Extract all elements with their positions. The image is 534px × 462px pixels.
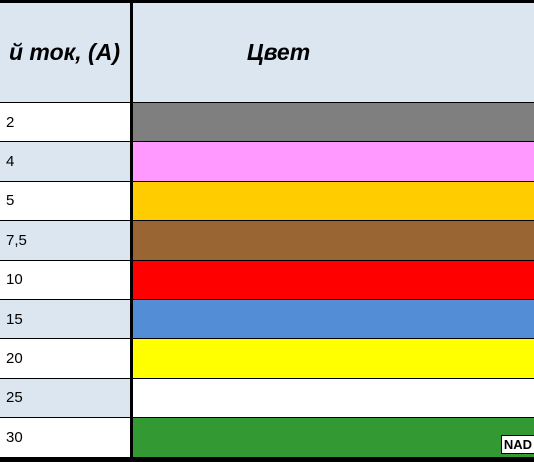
color-cell	[133, 103, 534, 142]
value-cell: 30	[0, 418, 130, 457]
color-cell	[133, 339, 534, 378]
color-cell	[133, 221, 534, 260]
value-cell: 7,5	[0, 221, 130, 260]
value-cell: 10	[0, 260, 130, 299]
color-cell	[133, 378, 534, 418]
color-cell	[133, 418, 534, 457]
value-cell: 4	[0, 142, 130, 181]
color-cell	[133, 142, 534, 181]
color-cell	[133, 260, 534, 299]
header-cell: Цвет	[133, 3, 534, 102]
value-cell: 15	[0, 300, 130, 339]
color-cell	[133, 300, 534, 339]
value-cell: 2	[0, 103, 130, 142]
watermark: NAD	[500, 435, 534, 454]
value-cell: 20	[0, 339, 130, 378]
value-cell: 25	[0, 378, 130, 418]
header-cell: й ток, (А)	[0, 3, 130, 102]
color-cell	[133, 181, 534, 221]
value-cell: 5	[0, 181, 130, 221]
